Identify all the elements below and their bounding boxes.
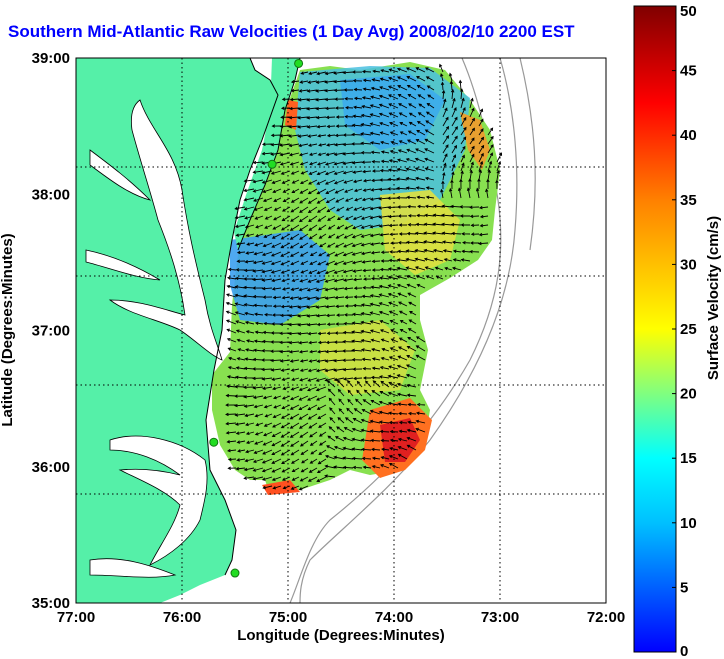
x-tick-label: 72:00	[587, 609, 625, 626]
x-tick-label: 74:00	[375, 609, 413, 626]
bathymetry-contour	[519, 58, 536, 251]
colorbar-tick-label: 35	[680, 192, 697, 209]
radar-station	[267, 159, 277, 169]
radar-station	[230, 568, 240, 578]
colorbar-tick-label: 50	[680, 3, 697, 20]
coastline	[205, 58, 279, 576]
station-markers	[209, 58, 304, 578]
y-tick-label: 36:00	[32, 459, 70, 476]
plot-frame	[75, 57, 607, 604]
colorbar-tick-label: 40	[680, 127, 697, 144]
colorbar-tick-label: 45	[680, 63, 697, 80]
radar-station	[209, 437, 219, 447]
land-mass	[76, 58, 278, 603]
colorbar-tick-label: 15	[680, 450, 697, 467]
x-tick-label: 73:00	[481, 609, 519, 626]
map-title: Southern Mid-Atlantic Raw Velocities (1 …	[8, 22, 575, 41]
colorbar-tick-label: 0	[680, 643, 688, 659]
y-tick-label: 38:00	[32, 186, 70, 203]
pamlico-sound	[109, 435, 208, 566]
x-axis-label: Longitude (Degrees:Minutes)	[237, 627, 445, 644]
y-tick-label: 39:00	[32, 50, 70, 67]
x-tick-label: 75:00	[269, 609, 307, 626]
colorbar-tick-label: 30	[680, 256, 697, 273]
bathymetry-contour	[299, 58, 518, 603]
grid-lines	[76, 58, 606, 603]
land-mass	[234, 58, 300, 250]
colorbar-tick-label: 10	[680, 515, 697, 532]
velocity-arrows	[225, 63, 503, 491]
velocity-vectors	[225, 63, 503, 491]
colorbar-tick-label: 25	[680, 321, 697, 338]
colorbar-tick-label: 20	[680, 386, 697, 403]
radar-station	[294, 58, 304, 68]
y-tick-label: 37:00	[32, 323, 70, 340]
y-tick-label: 35:00	[32, 595, 70, 612]
x-tick-label: 76:00	[163, 609, 201, 626]
x-tick-label: 77:00	[57, 609, 95, 626]
y-axis-label: Latitude (Degrees:Minutes)	[0, 233, 16, 426]
colorbar	[633, 5, 677, 653]
chesapeake-bay	[108, 99, 223, 361]
colorbar-tick-label: 5	[680, 579, 688, 596]
colorbar-label: Surface Velocity (cm/s)	[705, 216, 722, 380]
